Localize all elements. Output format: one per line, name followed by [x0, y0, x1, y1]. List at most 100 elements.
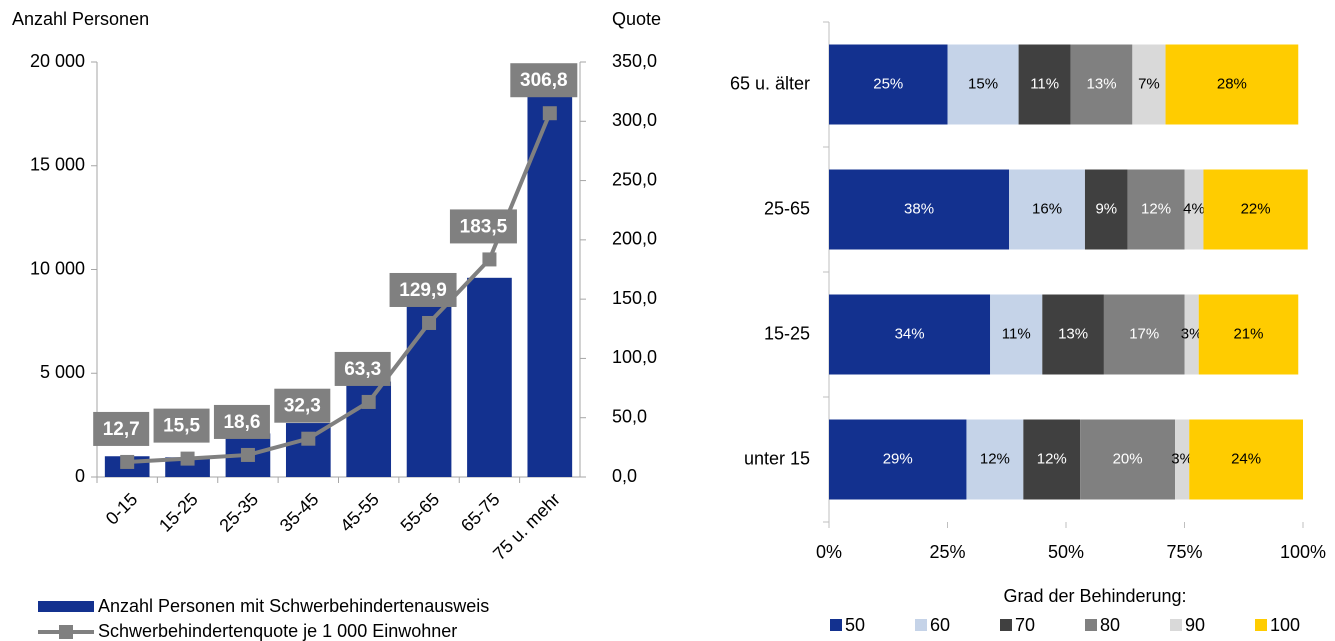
- data-label: 29%: [883, 450, 913, 467]
- data-label-box: [153, 408, 210, 443]
- data-label-box: [213, 404, 270, 439]
- data-label: 38%: [904, 200, 934, 217]
- bar-segment: [947, 44, 1019, 125]
- data-label-box: [274, 388, 331, 423]
- y-tick-label: 15 000: [30, 155, 85, 175]
- y-tick-label: 10 000: [30, 258, 85, 278]
- data-label-box: [334, 351, 391, 386]
- bar: [165, 457, 210, 477]
- bar-segment: [966, 419, 1024, 500]
- legend-swatch: [38, 601, 94, 612]
- data-label: 12%: [980, 450, 1010, 467]
- bar-segment: [1009, 169, 1085, 250]
- bar-segment: [1165, 44, 1299, 125]
- line-marker: [120, 454, 135, 469]
- x-tick-label: 45-55: [336, 489, 383, 536]
- data-label: 13%: [1058, 325, 1088, 342]
- bar-segment: [1175, 419, 1190, 500]
- data-label: 17%: [1129, 325, 1159, 342]
- x-tick-label: 0%: [816, 542, 842, 562]
- bar-segment: [1203, 169, 1308, 250]
- legend-label: 50: [845, 615, 865, 635]
- bar-segment: [829, 169, 1010, 250]
- legend-label: 70: [1015, 615, 1035, 635]
- data-label: 18,6: [223, 412, 260, 433]
- data-label: 22%: [1241, 200, 1271, 217]
- data-label: 12,7: [103, 419, 140, 440]
- data-label: 63,3: [344, 359, 381, 380]
- y2-tick-label: 350,0: [612, 51, 657, 71]
- x-tick-label: 100%: [1280, 542, 1326, 562]
- bar: [467, 277, 512, 477]
- line-marker: [361, 394, 376, 409]
- bar-segment: [1198, 294, 1299, 375]
- bar-segment: [829, 419, 967, 500]
- y2-tick-label: 100,0: [612, 347, 657, 367]
- data-label: 15%: [968, 75, 998, 92]
- legend-swatch: [830, 619, 842, 631]
- y2-tick-label: 50,0: [612, 406, 647, 426]
- data-label: 13%: [1087, 75, 1117, 92]
- y-tick-label: unter 15: [744, 448, 810, 468]
- x-tick-label: 0-15: [102, 489, 142, 529]
- y2-tick-label: 250,0: [612, 169, 657, 189]
- data-label: 7%: [1138, 75, 1160, 92]
- data-label: 129,9: [399, 280, 447, 301]
- data-label: 11%: [1030, 75, 1059, 92]
- legend-label: Schwerbehindertenquote je 1 000 Einwohne…: [98, 621, 457, 641]
- data-label: 306,8: [520, 70, 568, 91]
- bar: [406, 302, 452, 477]
- y-axis-title: Anzahl Personen: [12, 9, 149, 29]
- bar-segment: [990, 294, 1043, 375]
- data-label: 25%: [873, 75, 903, 92]
- x-tick-label: 55-65: [397, 489, 444, 536]
- bar-segment: [1023, 419, 1081, 500]
- legend-swatch: [915, 619, 927, 631]
- x-tick-label: 50%: [1048, 542, 1084, 562]
- x-tick-label: 35-45: [276, 489, 323, 536]
- line-marker: [422, 315, 437, 330]
- line: [127, 112, 552, 464]
- data-label: 34%: [895, 325, 925, 342]
- data-label: 32,3: [284, 396, 321, 417]
- bar-segment: [1189, 419, 1303, 500]
- line-marker: [180, 451, 195, 466]
- data-label: 15,5: [163, 416, 200, 437]
- y-tick-label: 65 u. älter: [730, 73, 810, 93]
- line-marker: [301, 431, 316, 446]
- bar-segment: [1042, 294, 1104, 375]
- y2-axis-title: Quote: [612, 9, 661, 29]
- data-label: 3%: [1171, 450, 1193, 467]
- legend-swatch: [1170, 619, 1182, 631]
- y-tick-label: 0: [75, 466, 85, 486]
- bar-segment: [1184, 169, 1204, 250]
- x-tick-label: 25%: [929, 542, 965, 562]
- bar-segment: [1127, 169, 1185, 250]
- y2-tick-label: 300,0: [612, 110, 657, 130]
- data-label: 9%: [1095, 200, 1117, 217]
- data-label: 3%: [1181, 325, 1203, 342]
- bar-segment: [829, 294, 991, 375]
- legend-label: 100: [1270, 615, 1300, 635]
- legend-swatch: [1255, 619, 1267, 631]
- y2-tick-label: 150,0: [612, 288, 657, 308]
- x-tick-label: 25-35: [215, 489, 262, 536]
- data-label-box: [449, 209, 517, 244]
- data-label-box: [93, 411, 150, 446]
- y-tick-label: 20 000: [30, 51, 85, 71]
- data-label: 183,5: [460, 216, 508, 237]
- bar-segment: [1080, 419, 1176, 500]
- y2-tick-label: 200,0: [612, 229, 657, 249]
- x-tick-label: 75%: [1166, 542, 1202, 562]
- y-tick-label: 5 000: [40, 362, 85, 382]
- data-label: 11%: [1002, 325, 1031, 342]
- data-label: 12%: [1037, 450, 1067, 467]
- data-label: 16%: [1032, 200, 1062, 217]
- legend-swatch: [1085, 619, 1097, 631]
- legend-label: 90: [1185, 615, 1205, 635]
- y-tick-label: 25-65: [764, 198, 810, 218]
- legend-swatch: [1000, 619, 1012, 631]
- bar-segment: [1018, 44, 1071, 125]
- legend-title: Grad der Behinderung:: [1003, 586, 1186, 606]
- bar: [527, 93, 573, 477]
